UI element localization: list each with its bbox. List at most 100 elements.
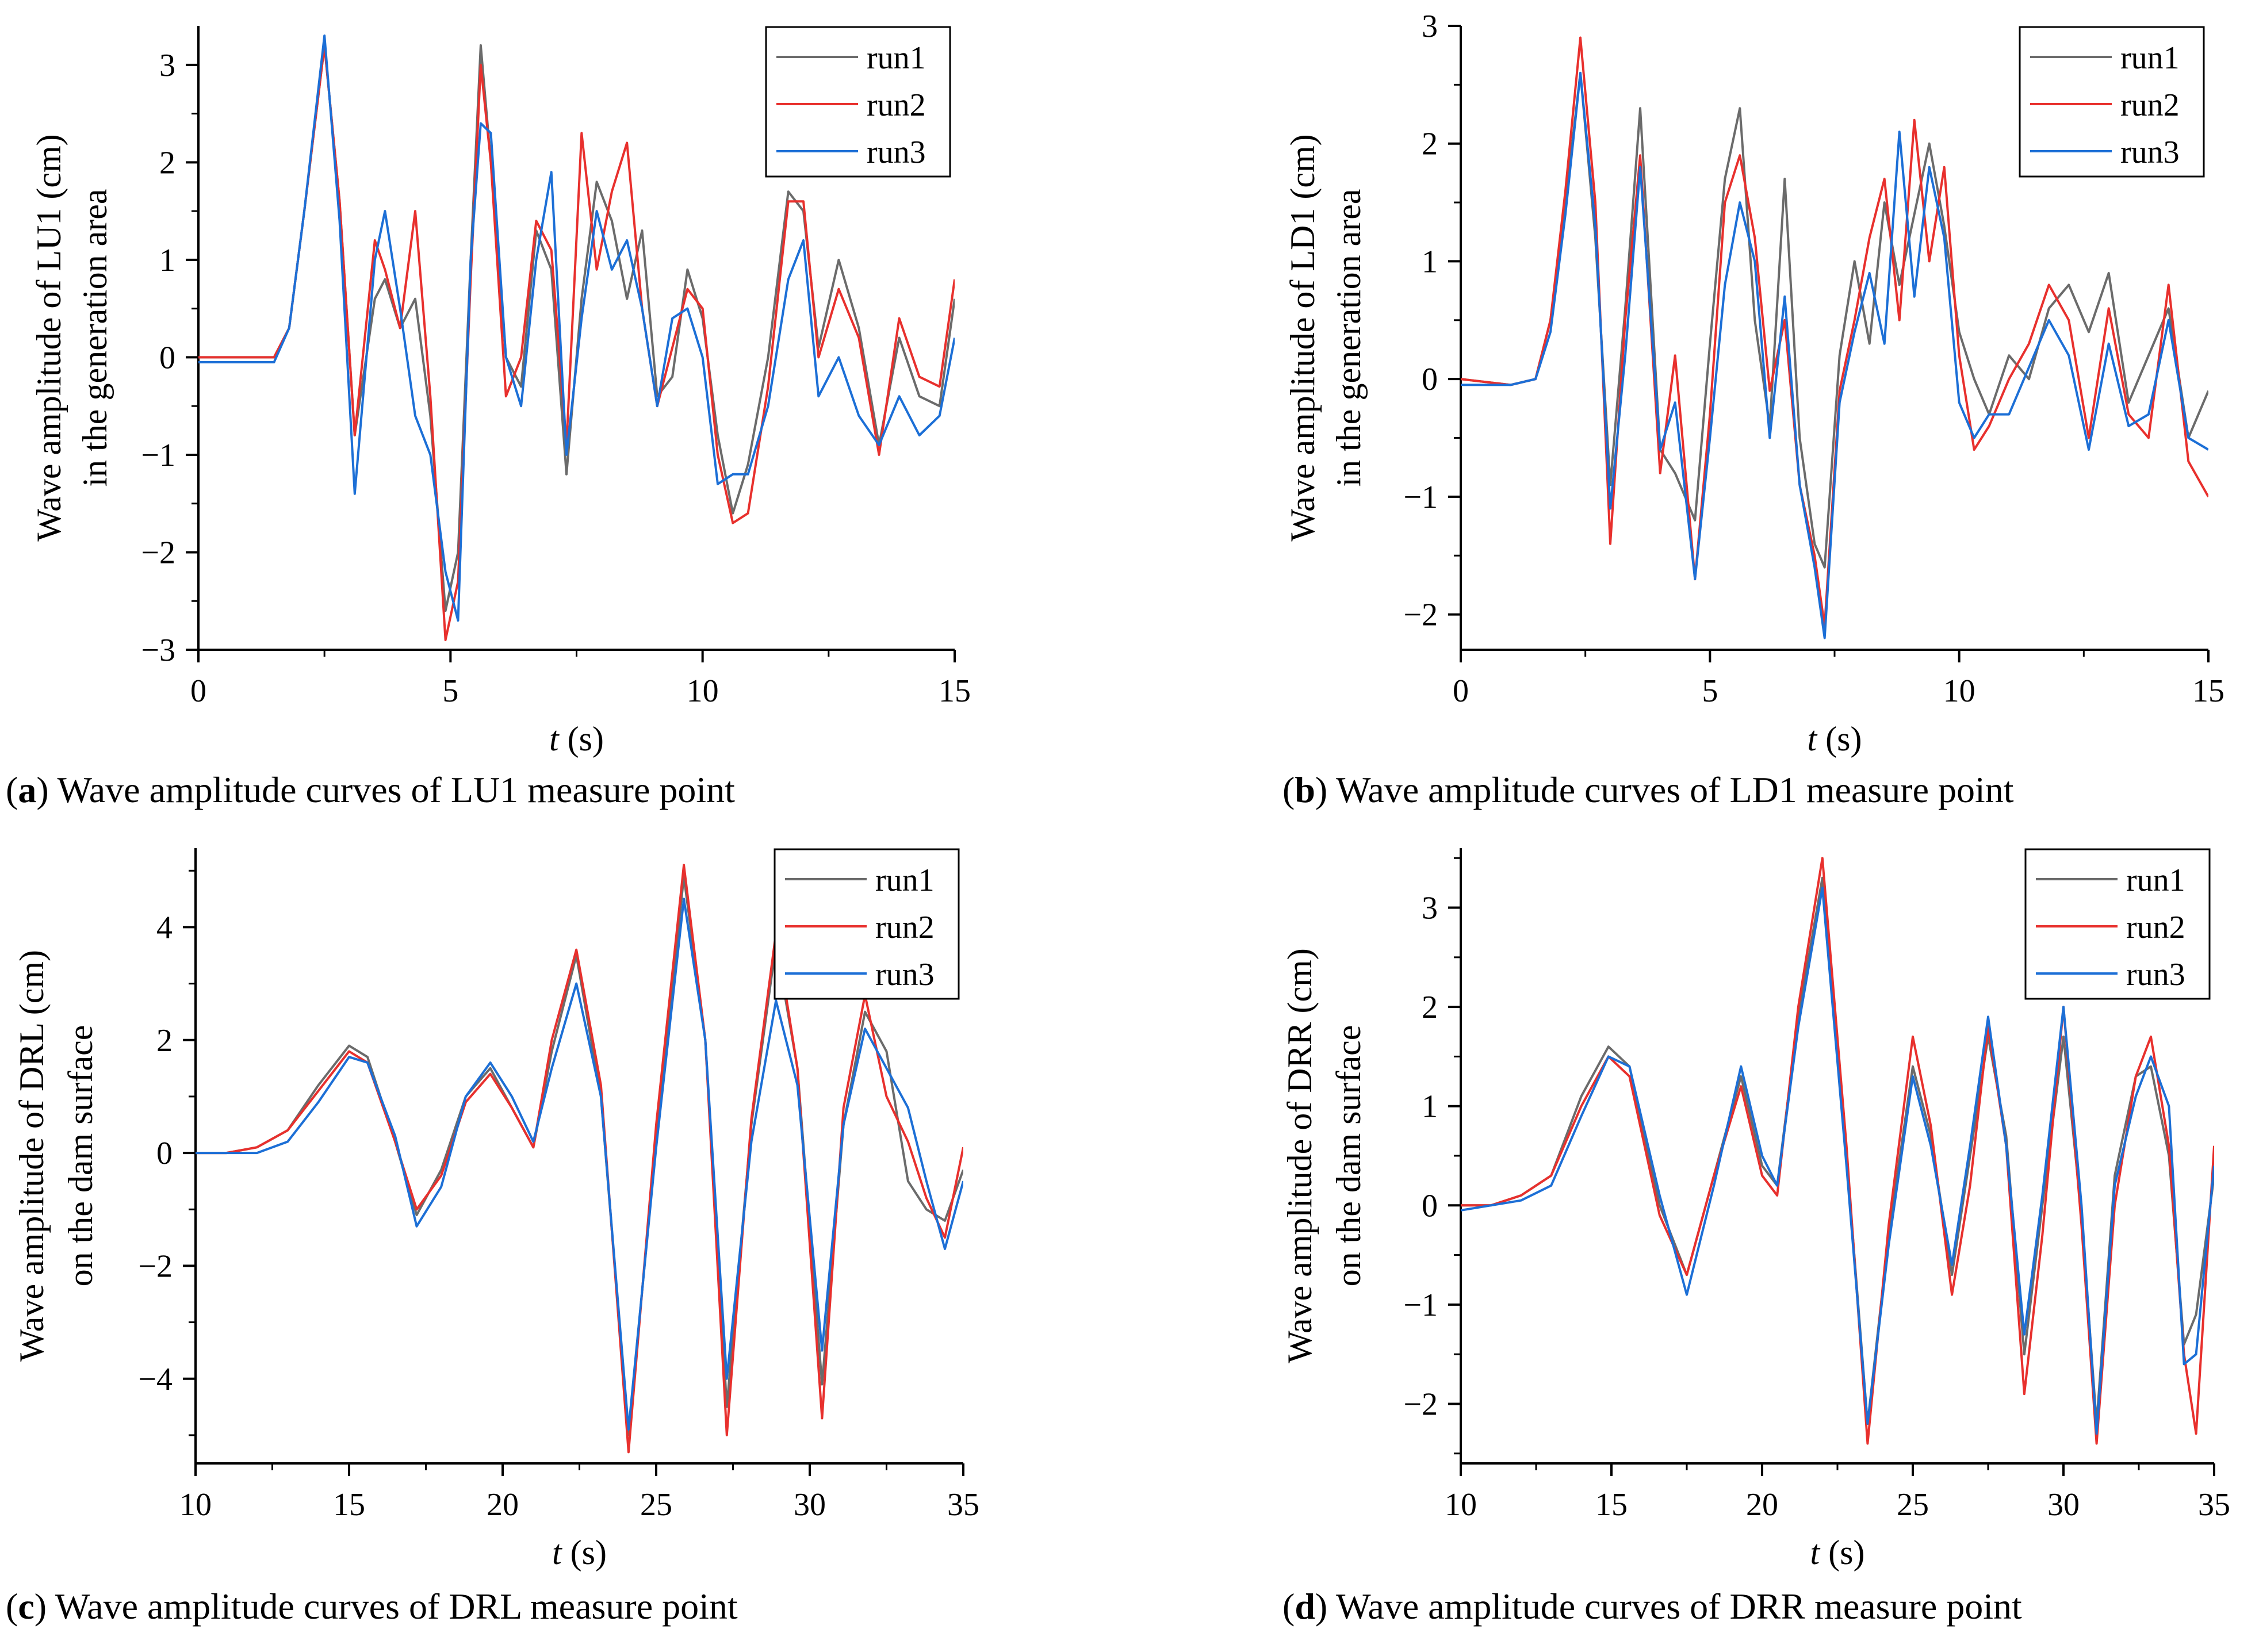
y-tick-label: 0 [156, 1136, 173, 1171]
caption-letter: ( [6, 769, 18, 810]
legend-label-run3: run3 [867, 135, 926, 170]
y-tick-label: 1 [1422, 1089, 1438, 1125]
caption-letter-close: ) [36, 769, 48, 810]
caption-letter: ( [1282, 769, 1295, 810]
series-group [198, 35, 955, 641]
x-tick-label: 25 [640, 1487, 672, 1523]
y-tick-label: 3 [159, 48, 175, 83]
x-tick-label: 10 [687, 673, 719, 709]
x-tick-label: 0 [1453, 673, 1469, 709]
y-axis-label-line1: Wave amplitude of DRL (cm) [13, 950, 51, 1362]
series-group [1461, 857, 2214, 1445]
caption-text: Wave amplitude curves of LD1 measure poi… [1327, 769, 2014, 810]
y-tick-label: 2 [1422, 127, 1438, 162]
caption-text: Wave amplitude curves of LU1 measure poi… [49, 769, 736, 810]
y-tick-label: 2 [159, 145, 175, 181]
x-tick-label: 15 [333, 1487, 365, 1523]
caption-letter: ( [1282, 1586, 1295, 1627]
y-tick-label: −1 [141, 438, 175, 473]
x-axis-label-var: t [1810, 1534, 1821, 1571]
caption-text: Wave amplitude curves of DRL measure poi… [47, 1586, 738, 1627]
caption-letter-close: ) [35, 1586, 47, 1627]
y-axis-label-line2: on the dam surface [1330, 1025, 1368, 1287]
caption-letter-bold: d [1295, 1586, 1315, 1627]
x-tick-label: 30 [794, 1487, 826, 1523]
panel-caption: (d) Wave amplitude curves of DRR measure… [1282, 1586, 2022, 1627]
chart-panel-c: 10 15 20 25 30 35 −4 −2 0 2 4 run1 run2 run3 t (s) Wave… [6, 848, 979, 1627]
legend-label-run3: run3 [2120, 135, 2180, 170]
y-tick-label: 2 [1422, 990, 1438, 1025]
x-tick-label: 15 [1595, 1487, 1628, 1523]
caption-text: Wave amplitude curves of DRR measure poi… [1327, 1586, 2022, 1627]
legend-label-run3: run3 [875, 957, 935, 992]
caption-letter: ( [6, 1586, 18, 1627]
x-axis-label: t (s) [1810, 1534, 1865, 1571]
x-tick-label: 5 [1702, 673, 1718, 709]
x-axis-label-unit: (s) [1820, 1534, 1864, 1571]
x-tick-label: 15 [939, 673, 971, 709]
x-tick-label: 25 [1897, 1487, 1929, 1523]
y-tick-label: 4 [156, 910, 173, 945]
legend-label-run3: run3 [2126, 957, 2185, 992]
caption-letter-close: ) [1315, 769, 1327, 810]
y-tick-label: −2 [1403, 597, 1438, 633]
x-tick-label: 15 [2192, 673, 2224, 709]
chart-panel-d: 10 15 20 25 30 35 −2 −1 0 1 2 3 run1 run2 run3 t (s) Wav… [1281, 848, 2230, 1627]
panel-caption: (c) Wave amplitude curves of DRL measure… [6, 1586, 738, 1627]
caption-letter-bold: b [1295, 769, 1315, 810]
legend-label-run1: run1 [875, 863, 935, 898]
y-tick-label: 0 [1422, 1188, 1438, 1224]
x-tick-label: 30 [2047, 1487, 2080, 1523]
series-line-run2 [198, 44, 955, 641]
x-tick-label: 20 [487, 1487, 519, 1523]
y-tick-label: 2 [156, 1023, 173, 1059]
y-axis-label-line2: on the dam surface [62, 1025, 99, 1287]
legend-label-run2: run2 [867, 87, 926, 123]
x-axis-label: t (s) [549, 720, 604, 758]
chart-panel-b: 0 5 10 15 −2 −1 0 1 2 3 run1 run2 run3 t (s) Wave ampl… [1282, 9, 2224, 810]
y-axis-label-line1: Wave amplitude of DRR (cm) [1281, 948, 1319, 1363]
y-tick-label: −2 [141, 535, 175, 570]
legend-label-run1: run1 [2120, 40, 2180, 76]
x-tick-label: 10 [1943, 673, 1975, 709]
y-tick-label: 0 [159, 340, 175, 375]
series-line-run1 [1461, 71, 2208, 569]
panel-caption: (a) Wave amplitude curves of LU1 measure… [6, 769, 735, 810]
x-axis-label-var: t [1808, 720, 1818, 758]
series-group [1461, 36, 2208, 639]
series-group [196, 864, 963, 1454]
x-tick-label: 35 [947, 1487, 979, 1523]
x-tick-label: 10 [1445, 1487, 1477, 1523]
y-tick-label: 3 [1422, 891, 1438, 926]
legend-label-run1: run1 [2126, 863, 2185, 898]
series-line-run2 [196, 864, 963, 1454]
legend-label-run2: run2 [2126, 910, 2185, 945]
y-tick-label: −3 [141, 633, 175, 668]
legend-label-run1: run1 [867, 40, 926, 76]
x-tick-label: 0 [190, 673, 206, 709]
x-axis-label-unit: (s) [559, 720, 604, 758]
x-tick-label: 35 [2198, 1487, 2230, 1523]
x-axis-label-var: t [549, 720, 560, 758]
y-tick-label: −2 [1403, 1386, 1438, 1422]
chart-panel-a: 0 5 10 15 −3 −2 −1 0 1 2 3 run1 run2 run3 t (s) Wave am… [6, 26, 971, 810]
caption-letter-close: ) [1315, 1586, 1327, 1627]
x-tick-label: 5 [442, 673, 458, 709]
x-axis-label: t (s) [1808, 720, 1862, 758]
x-tick-label: 20 [1746, 1487, 1778, 1523]
y-tick-label: 1 [1422, 244, 1438, 279]
y-tick-label: 0 [1422, 362, 1438, 397]
series-line-run2 [1461, 857, 2214, 1445]
x-tick-label: 10 [179, 1487, 212, 1523]
y-tick-label: −2 [138, 1248, 173, 1284]
panel-caption: (b) Wave amplitude curves of LD1 measure… [1282, 769, 2014, 810]
y-tick-label: 1 [159, 243, 175, 278]
series-line-run3 [196, 898, 963, 1431]
x-axis-label: t (s) [552, 1534, 607, 1571]
x-axis-label-unit: (s) [562, 1534, 607, 1571]
x-axis-label-unit: (s) [1817, 720, 1862, 758]
series-line-run3 [1461, 71, 2208, 639]
y-tick-label: −4 [138, 1362, 173, 1397]
